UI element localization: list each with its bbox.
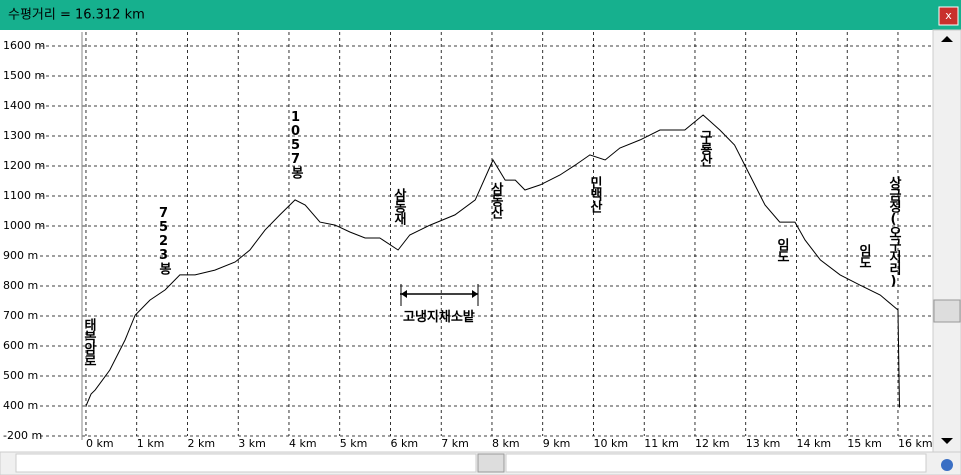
scroll-up[interactable] <box>941 36 953 42</box>
y-tick-label: 800 m <box>3 279 38 292</box>
annotation: 민백산 <box>587 176 602 212</box>
scroll-down[interactable] <box>941 438 953 444</box>
x-tick-label: 7 km <box>441 437 469 450</box>
scroll-track <box>15 453 477 473</box>
x-tick-label: 9 km <box>543 437 571 450</box>
plot-area <box>0 30 933 452</box>
x-tick-label: 11 km <box>644 437 679 450</box>
x-tick-label: 5 km <box>340 437 368 450</box>
y-tick-label: 1600 m <box>3 39 45 52</box>
x-tick-label: 1 km <box>137 437 165 450</box>
scroll-thumb[interactable] <box>477 453 505 473</box>
annotation: 임도 <box>856 244 871 268</box>
x-tick-label: 3 km <box>238 437 266 450</box>
y-tick-label: 1000 m <box>3 219 45 232</box>
x-tick-label: 10 km <box>593 437 628 450</box>
x-tick-label: 13 km <box>746 437 781 450</box>
y-tick-label: 500 m <box>3 369 38 382</box>
scroll-thumb[interactable] <box>933 299 961 323</box>
x-tick-label: 6 km <box>390 437 418 450</box>
y-tick-label: 900 m <box>3 249 38 262</box>
x-tick-label: 8 km <box>492 437 520 450</box>
scroll-track <box>505 453 927 473</box>
x-tick-label: 0 km <box>86 437 114 450</box>
window-title: 수평거리 = 16.312 km <box>8 8 145 23</box>
y-tick-label: 1400 m <box>3 99 45 112</box>
close-label[interactable]: x <box>945 9 952 22</box>
y-tick-label: 700 m <box>3 309 38 322</box>
close-button[interactable] <box>938 6 959 26</box>
x-tick-label: 12 km <box>695 437 730 450</box>
annotation: 7523봉 <box>156 206 171 274</box>
annotation: 태복암로 <box>81 318 96 366</box>
x-tick-label: 2 km <box>187 437 215 450</box>
annotation: 삼동산 <box>488 182 503 218</box>
vertical-scrollbar[interactable] <box>932 29 961 453</box>
corner-icon[interactable] <box>941 459 953 471</box>
y-tick-label: 1300 m <box>3 129 45 142</box>
y-tick-label: 1200 m <box>3 159 45 172</box>
x-tick-label: 16 km <box>898 437 933 450</box>
x-tick-label: 14 km <box>796 437 831 450</box>
title-bar <box>0 0 961 30</box>
y-tick-label: 1100 m <box>3 189 45 202</box>
annotation: 임도 <box>774 238 789 262</box>
y-tick-label: 600 m <box>3 339 38 352</box>
x-tick-label: 4 km <box>289 437 317 450</box>
annotation: 삼동재 <box>391 188 406 224</box>
annotation: 구룡산 <box>697 130 712 166</box>
annotation: 고냉지채소밭 <box>403 310 475 325</box>
annotation: 1057봉 <box>288 110 303 178</box>
y-tick-label: 1500 m <box>3 69 45 82</box>
annotation: 상금정(오구지리) <box>886 176 901 288</box>
x-tick-label: 15 km <box>847 437 882 450</box>
profile-line <box>85 114 900 408</box>
y-tick-label: 400 m <box>3 399 38 412</box>
y-tick-label: -200 m <box>3 429 42 442</box>
